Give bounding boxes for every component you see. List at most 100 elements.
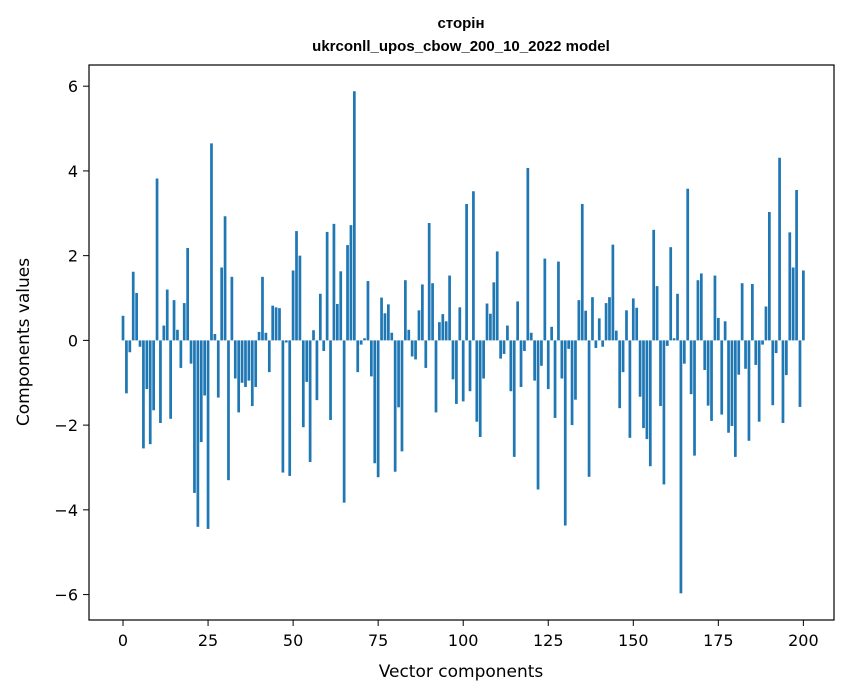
bar-32 bbox=[230, 276, 234, 341]
bar-48 bbox=[284, 340, 288, 343]
bar-121 bbox=[533, 340, 536, 381]
bar-8 bbox=[148, 340, 152, 445]
bar-88 bbox=[421, 284, 424, 341]
bar-36 bbox=[244, 340, 247, 387]
plot-frame bbox=[88, 64, 835, 621]
bar-5 bbox=[138, 340, 142, 347]
bar-38 bbox=[250, 340, 254, 407]
bar-31 bbox=[227, 340, 230, 481]
y-tick-label: 2 bbox=[68, 247, 78, 266]
bar-34 bbox=[237, 340, 241, 413]
bar-150 bbox=[631, 298, 635, 341]
bar-75 bbox=[376, 340, 380, 478]
bar-70 bbox=[359, 340, 363, 345]
bar-144 bbox=[611, 244, 615, 341]
bar-44 bbox=[271, 305, 275, 341]
bar-1 bbox=[125, 340, 128, 394]
bar-99 bbox=[458, 307, 462, 341]
bar-96 bbox=[448, 275, 451, 341]
bar-17 bbox=[179, 340, 183, 368]
bar-76 bbox=[380, 297, 383, 341]
bar-170 bbox=[699, 273, 703, 341]
bar-113 bbox=[506, 325, 509, 341]
bar-195 bbox=[785, 340, 788, 376]
bar-149 bbox=[628, 340, 632, 438]
bar-53 bbox=[301, 340, 305, 428]
bar-181 bbox=[737, 340, 741, 375]
bar-94 bbox=[441, 314, 445, 341]
bar-141 bbox=[601, 340, 605, 347]
bar-26 bbox=[210, 143, 213, 341]
x-tick-label: 100 bbox=[448, 631, 479, 650]
bar-72 bbox=[366, 281, 370, 341]
bar-197 bbox=[791, 267, 795, 341]
bar-92 bbox=[434, 340, 438, 413]
bar-169 bbox=[696, 280, 700, 341]
bar-68 bbox=[352, 91, 356, 341]
y-tick-label: 0 bbox=[68, 331, 78, 350]
bar-122 bbox=[536, 340, 540, 490]
bar-155 bbox=[648, 340, 652, 467]
bar-131 bbox=[567, 340, 571, 349]
bar-173 bbox=[710, 340, 713, 421]
bar-24 bbox=[203, 340, 207, 396]
bar-178 bbox=[727, 340, 730, 433]
bar-158 bbox=[659, 340, 662, 407]
bar-123 bbox=[540, 340, 543, 366]
bars-group bbox=[121, 91, 805, 594]
bar-95 bbox=[444, 321, 448, 341]
bar-190 bbox=[768, 212, 771, 341]
y-tick-label: −6 bbox=[54, 586, 78, 605]
bar-73 bbox=[369, 340, 373, 377]
bar-40 bbox=[257, 331, 261, 341]
bar-167 bbox=[689, 340, 693, 395]
bar-185 bbox=[751, 284, 754, 341]
bar-177 bbox=[723, 321, 727, 341]
bar-139 bbox=[594, 340, 598, 349]
bar-35 bbox=[240, 340, 244, 383]
bar-160 bbox=[665, 340, 669, 346]
y-axis-label: Components values bbox=[14, 258, 34, 426]
bar-2 bbox=[128, 340, 132, 353]
bar-137 bbox=[587, 340, 591, 477]
bar-82 bbox=[400, 340, 404, 452]
bar-114 bbox=[509, 340, 513, 392]
y-tick-label: 6 bbox=[68, 77, 78, 96]
bar-83 bbox=[404, 280, 407, 341]
bar-117 bbox=[519, 340, 523, 387]
y-axis-ticks: −6 −4 −2 0 2 4 6 bbox=[54, 77, 89, 605]
bar-164 bbox=[679, 340, 683, 594]
x-tick-label: 75 bbox=[368, 631, 388, 650]
bar-147 bbox=[621, 340, 625, 373]
bar-189 bbox=[764, 306, 768, 341]
bar-20 bbox=[189, 340, 193, 364]
bar-45 bbox=[274, 307, 278, 341]
bar-187 bbox=[757, 340, 761, 422]
bar-66 bbox=[346, 245, 349, 341]
bar-166 bbox=[686, 188, 690, 341]
bar-119 bbox=[526, 167, 530, 341]
bar-186 bbox=[754, 340, 758, 365]
bar-64 bbox=[339, 271, 343, 341]
bar-120 bbox=[529, 332, 533, 341]
bar-136 bbox=[584, 310, 588, 341]
bar-12 bbox=[162, 325, 166, 341]
bar-62 bbox=[332, 223, 336, 341]
bar-7 bbox=[145, 340, 149, 390]
x-tick-label: 50 bbox=[283, 631, 303, 650]
bar-134 bbox=[577, 300, 581, 341]
bar-91 bbox=[431, 283, 434, 341]
bar-104 bbox=[475, 340, 479, 422]
bar-58 bbox=[318, 293, 322, 341]
bar-110 bbox=[495, 251, 499, 341]
bar-61 bbox=[329, 340, 332, 421]
bar-183 bbox=[744, 340, 747, 369]
bar-191 bbox=[771, 340, 775, 406]
bar-112 bbox=[502, 340, 506, 354]
bar-46 bbox=[278, 308, 281, 341]
bar-56 bbox=[312, 330, 315, 341]
bar-79 bbox=[390, 332, 394, 341]
bar-33 bbox=[233, 340, 237, 379]
x-tick-label: 200 bbox=[788, 631, 819, 650]
bar-80 bbox=[393, 340, 397, 472]
